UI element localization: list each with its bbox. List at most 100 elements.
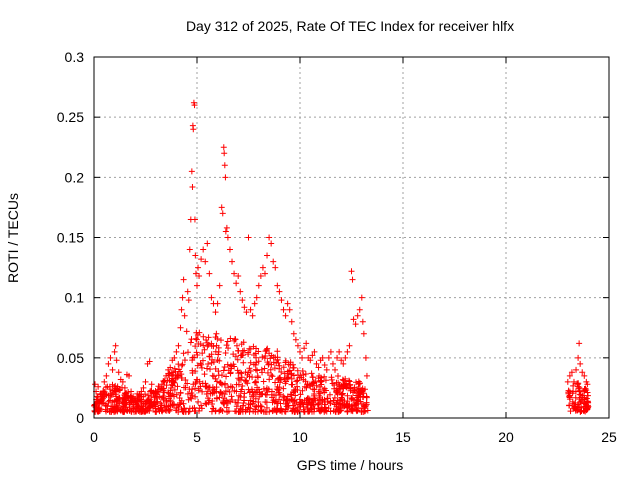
data-point <box>174 402 181 409</box>
data-point <box>243 309 250 316</box>
data-marks <box>91 99 592 415</box>
data-point <box>323 366 330 373</box>
data-point <box>329 380 336 387</box>
data-point <box>178 362 185 369</box>
data-point <box>324 399 331 406</box>
data-point <box>276 365 283 372</box>
data-point <box>572 394 579 401</box>
data-point <box>224 361 231 368</box>
data-point <box>564 378 571 385</box>
data-point <box>190 126 197 133</box>
data-point <box>336 348 343 355</box>
data-point <box>156 393 163 400</box>
data-point <box>359 318 366 325</box>
data-point <box>101 378 108 385</box>
data-point <box>175 342 182 349</box>
data-point <box>262 348 269 355</box>
data-point <box>351 384 358 391</box>
data-point <box>246 408 253 415</box>
data-point <box>318 378 325 385</box>
data-point <box>258 366 265 373</box>
data-point <box>217 379 224 386</box>
data-point <box>136 404 143 411</box>
data-point <box>169 381 176 388</box>
data-point <box>203 383 210 390</box>
data-point <box>353 407 360 414</box>
data-point <box>284 397 291 404</box>
data-point <box>297 348 303 355</box>
data-point <box>163 398 170 405</box>
data-point <box>363 393 370 400</box>
data-point <box>214 300 221 307</box>
data-point <box>584 398 591 405</box>
data-point <box>581 372 588 379</box>
data-point <box>584 392 591 399</box>
data-point <box>289 361 296 368</box>
x-tick-label: 0 <box>90 429 98 445</box>
data-point <box>152 393 159 400</box>
data-point <box>161 389 168 396</box>
data-point <box>148 401 155 408</box>
data-point <box>239 297 246 304</box>
data-point <box>360 390 367 397</box>
data-point <box>119 408 126 415</box>
data-point <box>582 385 589 392</box>
data-point <box>334 388 341 395</box>
data-point <box>179 294 186 301</box>
data-point <box>154 398 161 405</box>
data-point <box>230 351 237 358</box>
data-point <box>209 397 216 404</box>
data-point <box>178 306 185 313</box>
data-point <box>250 392 257 399</box>
data-point <box>200 246 207 253</box>
data-point <box>147 388 154 395</box>
data-point <box>273 406 280 413</box>
data-point <box>343 402 350 409</box>
data-point <box>317 374 324 381</box>
data-point <box>286 367 293 374</box>
data-point <box>277 407 284 414</box>
data-point <box>221 391 228 398</box>
data-point <box>197 341 204 348</box>
data-point <box>288 381 295 388</box>
data-point <box>215 372 222 379</box>
data-point <box>140 384 147 391</box>
data-point <box>245 369 252 376</box>
data-point <box>252 366 259 373</box>
data-point <box>227 335 234 342</box>
data-point <box>280 306 287 313</box>
data-point <box>224 234 231 241</box>
data-point <box>268 372 275 379</box>
data-point <box>151 394 158 401</box>
data-point <box>220 367 227 374</box>
data-point <box>358 387 365 394</box>
data-point <box>108 408 115 415</box>
data-point <box>188 395 195 402</box>
data-point <box>297 372 304 379</box>
data-point <box>198 364 205 371</box>
data-point <box>288 371 295 378</box>
plot-frame <box>93 56 610 419</box>
data-point <box>182 408 189 415</box>
data-point <box>256 393 263 400</box>
data-point <box>294 367 301 374</box>
data-point <box>101 388 108 395</box>
data-point <box>194 351 201 358</box>
data-point <box>105 398 112 405</box>
data-point <box>306 382 313 389</box>
data-point <box>225 367 232 374</box>
data-point <box>185 396 192 403</box>
data-point <box>142 400 149 407</box>
data-point <box>346 382 353 389</box>
data-point <box>222 388 229 395</box>
data-point <box>339 390 346 397</box>
data-point <box>267 366 274 373</box>
data-point <box>204 240 211 247</box>
data-point <box>207 366 214 373</box>
data-point <box>199 380 206 387</box>
data-point <box>227 370 234 377</box>
data-point <box>345 377 352 384</box>
data-point <box>304 395 311 402</box>
data-point <box>340 360 347 367</box>
data-point <box>577 360 584 367</box>
